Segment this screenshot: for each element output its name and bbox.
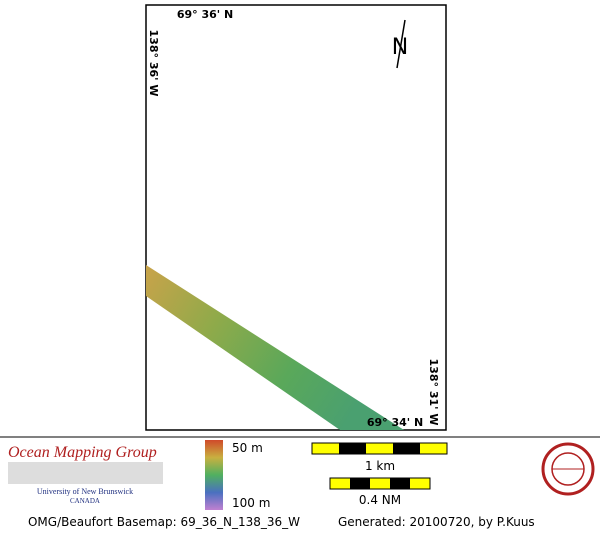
university: University of New Brunswick (37, 487, 133, 496)
footer-generated: Generated: 20100720, by P.Kuus (338, 515, 535, 529)
map-frame (145, 4, 447, 431)
country: CANADA (70, 497, 100, 505)
depth-top: 50 m (232, 441, 263, 455)
north-label: N (392, 35, 408, 60)
org-name: Ocean Mapping Group (8, 444, 157, 461)
seal-logo (541, 442, 595, 496)
survey-swath (146, 265, 404, 430)
scale-km-label: 1 km (365, 459, 395, 473)
scale-bar-km (311, 442, 448, 455)
north-arrow (396, 19, 406, 69)
right-label: 138° 31' W (427, 359, 440, 426)
scale-nm-label: 0.4 NM (359, 493, 401, 507)
depth-colorbar (205, 440, 223, 510)
logo-image (8, 462, 163, 484)
scale-bar-nm (329, 477, 431, 490)
top-label: 69° 36' N (177, 8, 233, 21)
bottom-label: 69° 34' N (367, 416, 423, 429)
left-label: 138° 36' W (147, 30, 160, 97)
depth-bottom: 100 m (232, 496, 270, 510)
footer-basemap: OMG/Beaufort Basemap: 69_36_N_138_36_W (28, 515, 300, 529)
